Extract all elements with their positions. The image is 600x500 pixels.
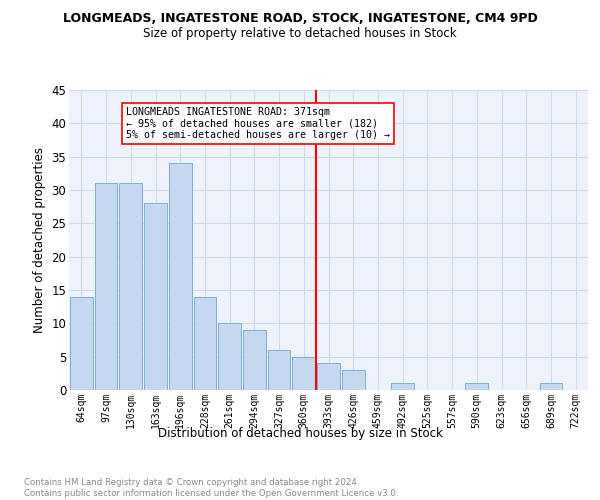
Bar [119,184,142,390]
Text: Distribution of detached houses by size in Stock: Distribution of detached houses by size … [158,428,442,440]
Bar [539,384,562,390]
Bar [243,330,266,390]
Bar [70,296,93,390]
Text: LONGMEADS, INGATESTONE ROAD, STOCK, INGATESTONE, CM4 9PD: LONGMEADS, INGATESTONE ROAD, STOCK, INGA… [62,12,538,26]
Text: LONGMEADS INGATESTONE ROAD: 371sqm
← 95% of detached houses are smaller (182)
5%: LONGMEADS INGATESTONE ROAD: 371sqm ← 95%… [126,106,390,140]
Bar [268,350,290,390]
Bar [317,364,340,390]
Bar [218,324,241,390]
Bar [194,296,216,390]
Bar [95,184,118,390]
Bar [466,384,488,390]
Bar [169,164,191,390]
Bar [292,356,315,390]
Bar [391,384,414,390]
Bar [144,204,167,390]
Text: Size of property relative to detached houses in Stock: Size of property relative to detached ho… [143,28,457,40]
Y-axis label: Number of detached properties: Number of detached properties [33,147,46,333]
Bar [342,370,365,390]
Text: Contains HM Land Registry data © Crown copyright and database right 2024.
Contai: Contains HM Land Registry data © Crown c… [24,478,398,498]
